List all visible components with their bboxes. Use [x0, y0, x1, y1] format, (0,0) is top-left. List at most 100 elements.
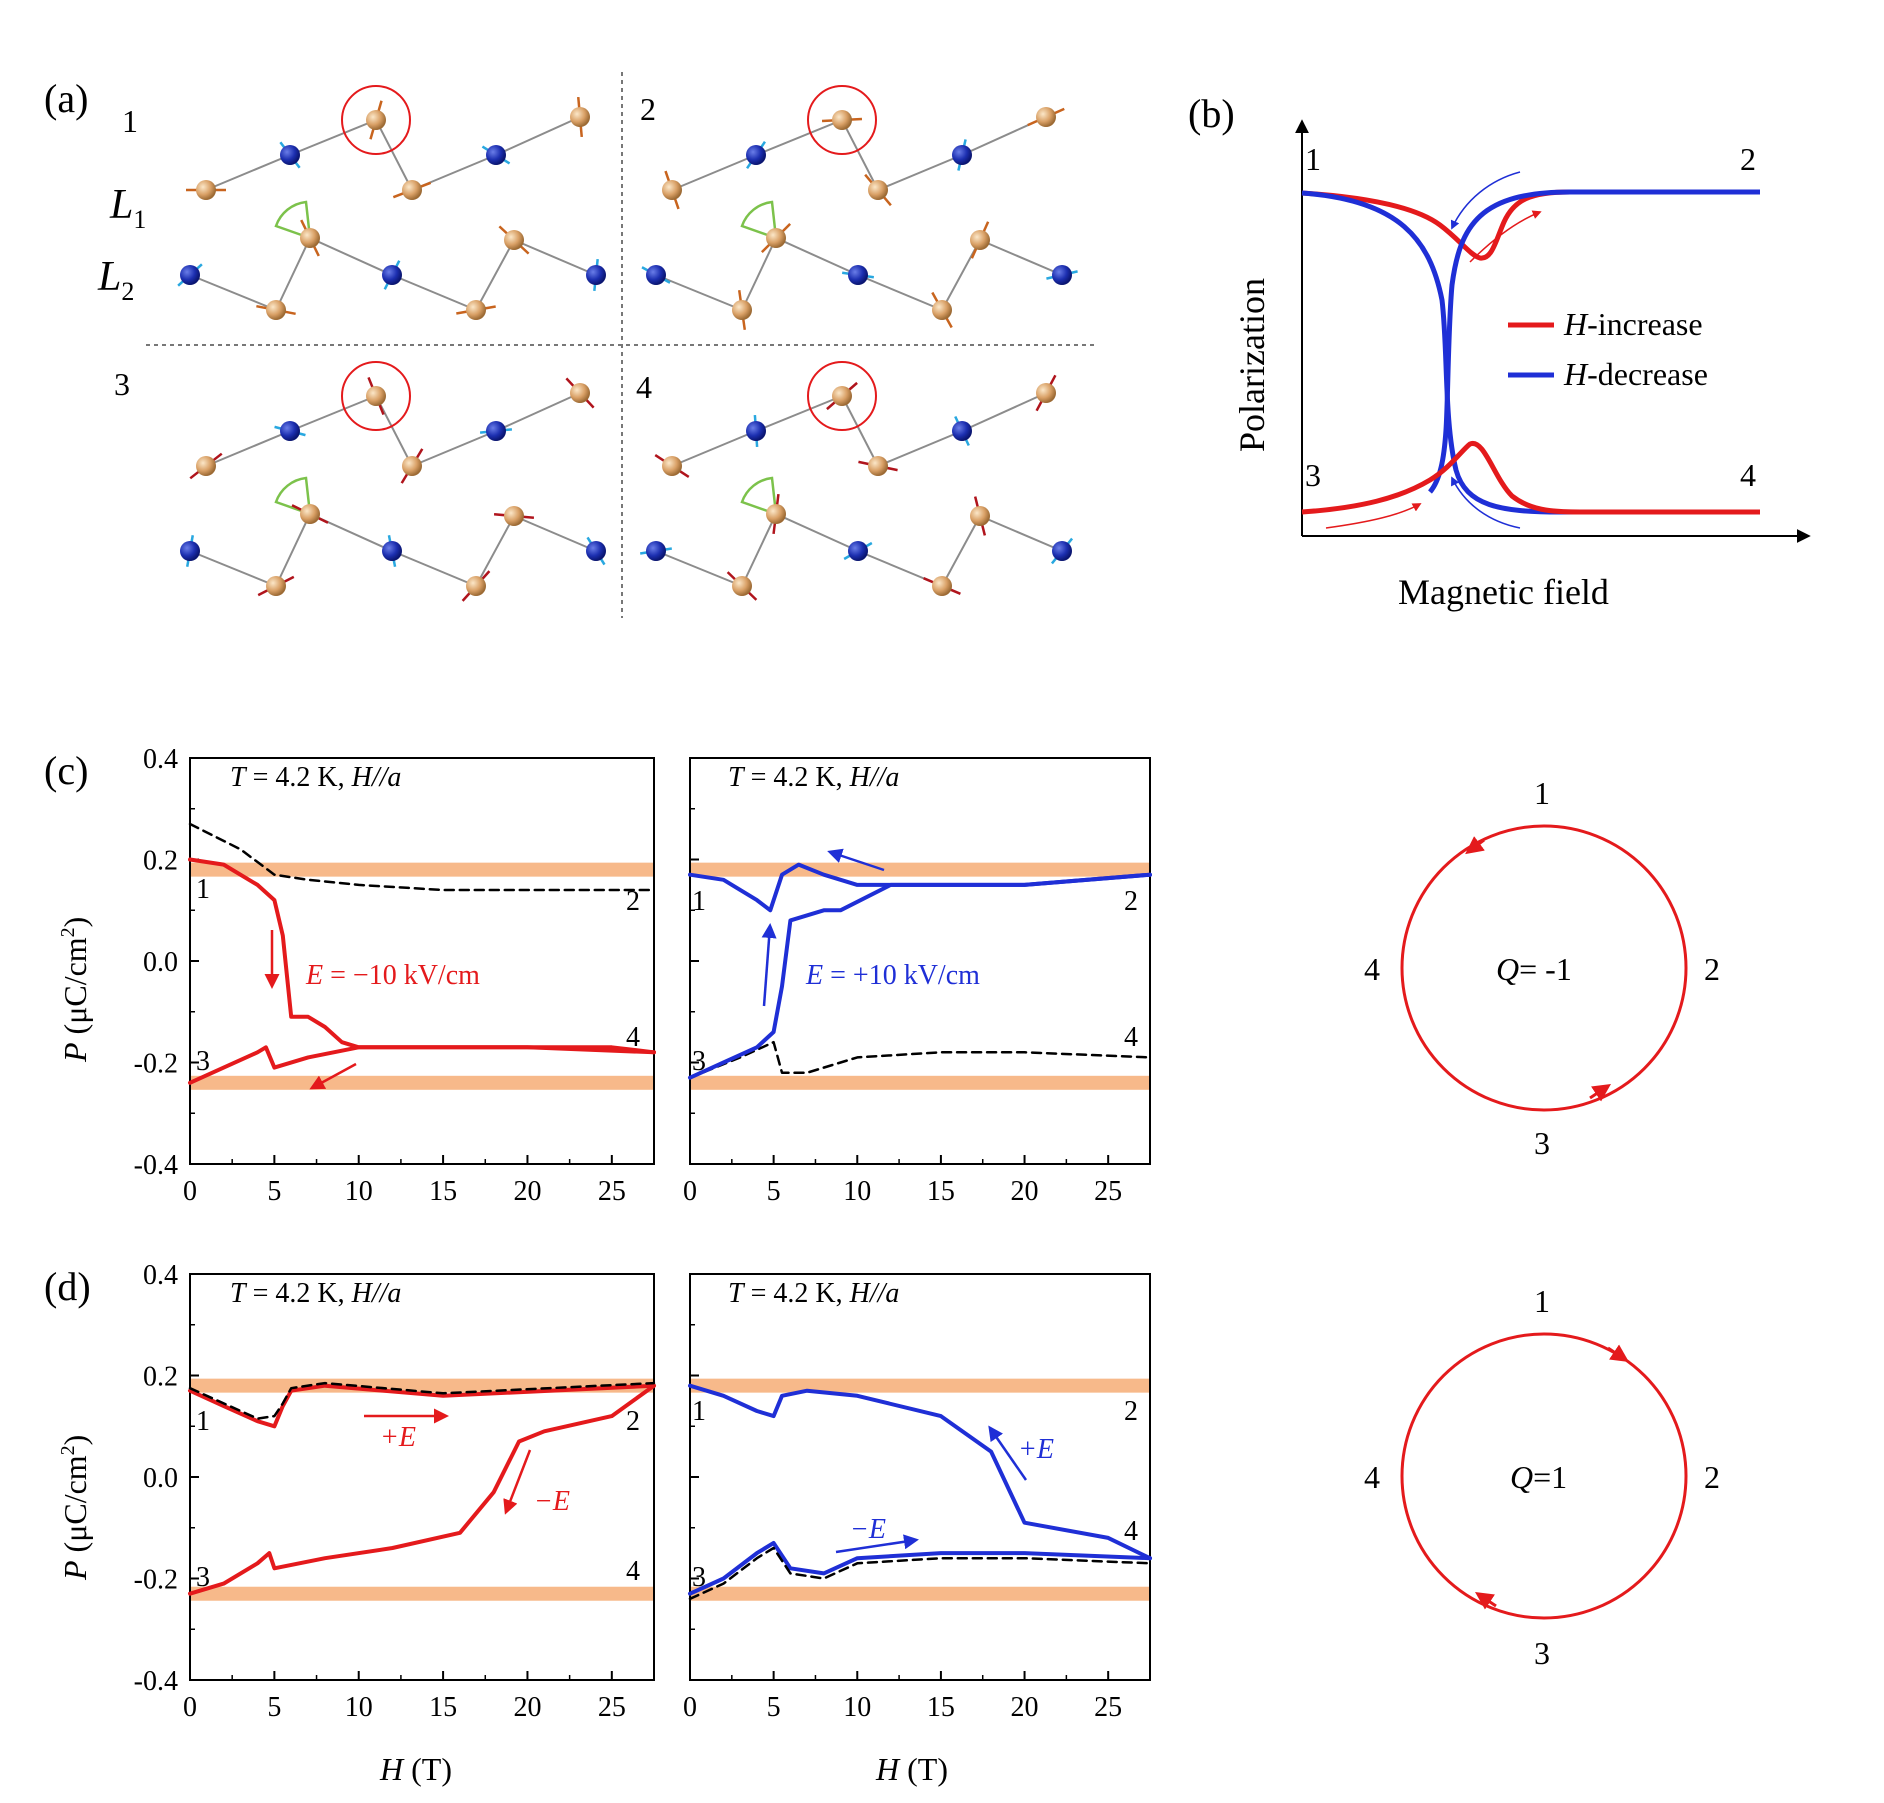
magnetic-ion-atom — [504, 506, 524, 526]
magnetic-ion-atom — [766, 504, 786, 524]
panel-b-arrow-low-blue — [1451, 476, 1521, 529]
magnetic-ion-atom — [196, 180, 216, 200]
loop-d-arrow-top — [1607, 1344, 1629, 1362]
rare-earth-atom — [848, 265, 868, 285]
d-right-corner-1: 1 — [692, 1396, 706, 1427]
magnetic-ion-atom — [466, 300, 486, 320]
reference-band-1 — [690, 1586, 1150, 1601]
x-tick-label: 15 — [429, 1176, 457, 1207]
rare-earth-atom — [280, 421, 300, 441]
panel-b-arrow-low-red — [1325, 503, 1422, 529]
highlight-circle — [807, 85, 877, 155]
magnetic-ion-atom — [366, 386, 386, 406]
x-tick-label: 15 — [429, 1692, 457, 1723]
x-tick-label: 20 — [1011, 1692, 1039, 1723]
magnetic-ion-atom — [970, 230, 990, 250]
bond-angle-wedge — [740, 200, 778, 240]
c-left-corner-1: 1 — [196, 874, 210, 905]
panel-b-corner-1: 1 — [1305, 141, 1321, 177]
magnetic-ion-atom — [402, 180, 422, 200]
magnetic-ion-atom — [570, 107, 590, 127]
rare-earth-atom — [1052, 265, 1072, 285]
legend-label-increase: H-increase — [1563, 306, 1703, 342]
layer-label-L2: L2 — [97, 254, 134, 306]
rare-earth-atom — [952, 145, 972, 165]
c-right-corner-2: 2 — [1124, 886, 1138, 917]
bond-angle-wedge — [740, 476, 778, 516]
d-left-corner-3: 3 — [196, 1562, 210, 1593]
lattice-quadrant-3 — [180, 361, 606, 602]
magnetic-ion-atom — [662, 180, 682, 200]
loop-d-node-4: 4 — [1364, 1459, 1380, 1495]
panel-b-label: (b) — [1188, 91, 1235, 136]
lattice-quadrant-2 — [641, 85, 1078, 330]
c-left-corner-2: 2 — [626, 886, 640, 917]
x-tick-label: 25 — [598, 1692, 626, 1723]
d-left-corner-2: 2 — [626, 1406, 640, 1437]
magnetic-ion-atom — [504, 230, 524, 250]
magnetic-ion-atom — [1036, 383, 1056, 403]
x-tick-label: 20 — [1011, 1176, 1039, 1207]
panel-b-blue-main-curve — [1301, 190, 1760, 515]
y-tick-label: -0.4 — [134, 1150, 178, 1181]
quadrant-label-1: 1 — [122, 103, 138, 139]
rare-earth-atom — [848, 541, 868, 561]
y-tick-label: 0.4 — [143, 1260, 178, 1291]
loop-d-charge: Q=1 — [1510, 1459, 1567, 1495]
y-tick-label: 0.4 — [143, 744, 178, 775]
bond-angle-wedge — [274, 476, 312, 516]
magnetic-ion-atom — [868, 456, 888, 476]
d-left-corner-4: 4 — [626, 1556, 640, 1587]
chain-L1-kink — [841, 395, 879, 467]
loop-d-circle — [1400, 1332, 1688, 1620]
x-tick-label: 10 — [843, 1176, 871, 1207]
chain-L1-kink — [375, 119, 413, 191]
c-left-field: E = −10 kV/cm — [305, 960, 480, 991]
d-right-corner-2: 2 — [1124, 1396, 1138, 1427]
x-tick-label: 5 — [767, 1176, 781, 1207]
reference-band-0 — [690, 1378, 1150, 1393]
magnetic-ion-atom — [732, 576, 752, 596]
rare-earth-atom — [180, 265, 200, 285]
plot-frame — [689, 1273, 1151, 1681]
rare-earth-atom — [646, 265, 666, 285]
loop-d-node-2: 2 — [1704, 1459, 1720, 1495]
x-tick-label: 0 — [683, 1176, 697, 1207]
magnetic-ion-atom — [932, 576, 952, 596]
plot-d-left: 0 5 10 15 20 25 0.4 0.2 0.0 -0.2 -0.4 — [134, 1260, 656, 1723]
magnetic-ion-atom — [266, 576, 286, 596]
d-left-plusE: +E — [380, 1422, 416, 1453]
panel-c-label: (c) — [44, 748, 88, 793]
panel-b-corner-2: 2 — [1740, 141, 1756, 177]
d-right-condition: T = 4.2 K, H//a — [728, 1278, 899, 1309]
c-right-condition: T = 4.2 K, H//a — [728, 762, 899, 793]
x-tick-label: 15 — [927, 1176, 955, 1207]
magnetic-ion-atom — [402, 456, 422, 476]
panel-a: (a) 1 2 3 4 L1 L2 — [44, 72, 1098, 618]
loop-c-node-3: 3 — [1534, 1125, 1550, 1161]
series-reference-dashed — [688, 1040, 1152, 1079]
quadrant-label-2: 2 — [640, 91, 656, 127]
magnetic-ion-atom — [868, 180, 888, 200]
panel-d-annotations: T = 4.2 K, H//a T = 4.2 K, H//a +E −E +E… — [196, 1278, 1138, 1593]
rare-earth-atom — [280, 145, 300, 165]
panel-b-blue-upper-curve — [1428, 189, 1760, 494]
reference-band-0 — [690, 862, 1150, 877]
magnetic-ion-atom — [570, 383, 590, 403]
panel-b-arrow-down-blue — [1450, 171, 1521, 230]
series-blue-plusE — [688, 1383, 1152, 1561]
plot-d-right: 0 5 10 15 20 25 — [683, 1273, 1152, 1723]
c-right-arrow-up — [761, 923, 777, 1007]
panel-b-corner-4: 4 — [1740, 457, 1756, 493]
d-right-arrow-plusE — [988, 1425, 1028, 1481]
d-right-corner-4: 4 — [1124, 1516, 1138, 1547]
x-tick-label: 10 — [345, 1176, 373, 1207]
c-right-corner-3: 3 — [692, 1046, 706, 1077]
panel-b-corner-3: 3 — [1305, 457, 1321, 493]
loop-c: 1 2 3 4 Q= -1 — [1364, 775, 1720, 1161]
highlight-circle — [341, 85, 411, 155]
x-tick-label: 10 — [843, 1692, 871, 1723]
d-right-arrow-minusE — [835, 1534, 919, 1554]
rare-earth-atom — [746, 421, 766, 441]
x-tick-label: 25 — [598, 1176, 626, 1207]
